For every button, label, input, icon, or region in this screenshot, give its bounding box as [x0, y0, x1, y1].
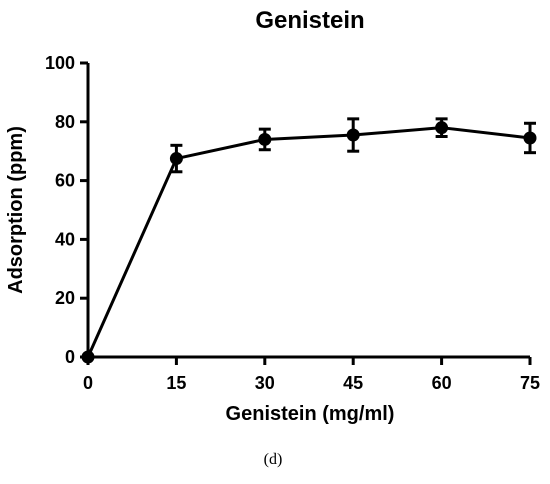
x-tick-label: 45: [343, 373, 363, 393]
x-tick-label: 60: [432, 373, 452, 393]
data-point: [346, 128, 360, 142]
y-tick-label: 100: [45, 53, 75, 73]
y-tick-label: 60: [55, 171, 75, 191]
y-tick-label: 20: [55, 288, 75, 308]
y-ticks: 0 20 40 60 80 100: [45, 53, 88, 367]
x-tick-label: 75: [520, 373, 540, 393]
x-tick-label: 30: [255, 373, 275, 393]
axes: [86, 63, 530, 359]
series-layer: [81, 117, 537, 364]
x-axis-label: Genistein (mg/ml): [226, 403, 395, 425]
data-point: [523, 131, 537, 145]
x-ticks: 0 15 30 45 60 75: [83, 357, 540, 393]
y-axis-label: Adsorption (ppm): [5, 126, 27, 294]
y-tick-label: 80: [55, 112, 75, 132]
series-line: [86, 126, 531, 358]
panel-caption: (d): [264, 451, 283, 468]
data-point: [435, 121, 449, 135]
data-point: [169, 152, 183, 166]
data-point: [258, 132, 272, 146]
data-point: [81, 350, 95, 364]
y-tick-label: 0: [65, 347, 75, 367]
x-tick-label: 0: [83, 373, 93, 393]
x-tick-label: 15: [166, 373, 186, 393]
chart-title: Genistein: [255, 7, 364, 34]
y-tick-label: 40: [55, 229, 75, 249]
